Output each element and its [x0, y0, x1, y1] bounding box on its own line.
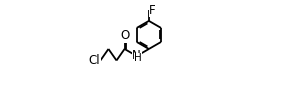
Text: F: F [149, 4, 156, 17]
Text: H: H [134, 53, 142, 63]
Text: O: O [120, 29, 129, 42]
Text: Cl: Cl [89, 54, 100, 67]
Text: N: N [132, 49, 141, 62]
